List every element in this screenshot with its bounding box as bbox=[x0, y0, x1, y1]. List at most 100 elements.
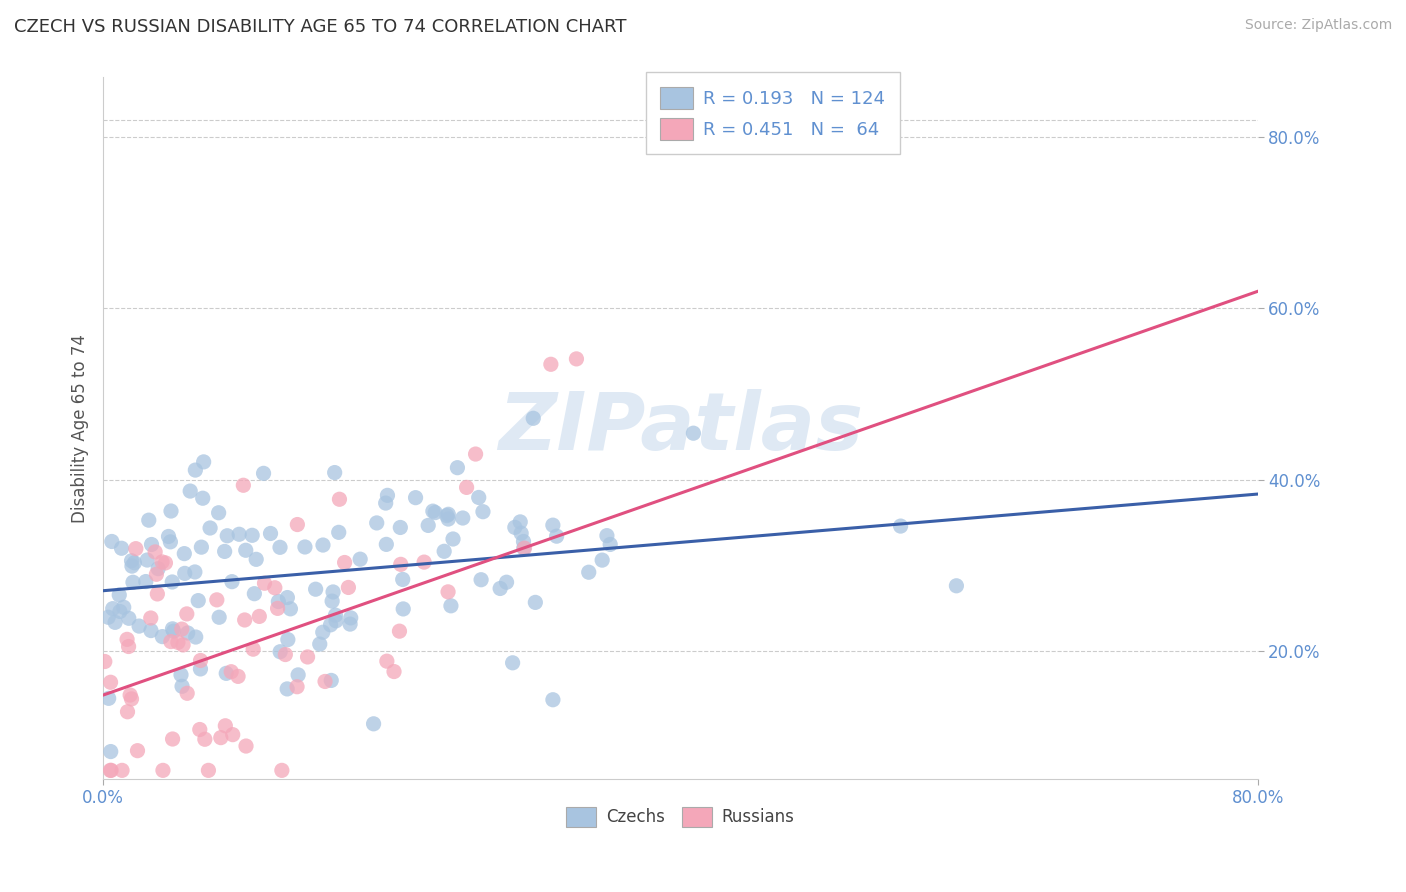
Point bbox=[270, 764, 292, 778]
Point bbox=[524, 595, 547, 609]
Point bbox=[100, 745, 122, 759]
Point bbox=[510, 526, 533, 541]
Point bbox=[308, 637, 330, 651]
Point bbox=[173, 547, 195, 561]
Point bbox=[190, 540, 212, 554]
Point bbox=[253, 576, 276, 591]
Point bbox=[167, 635, 190, 649]
Point bbox=[565, 351, 588, 366]
Point bbox=[235, 739, 257, 753]
Point bbox=[221, 574, 243, 589]
Point bbox=[325, 614, 347, 628]
Point bbox=[184, 463, 207, 477]
Point bbox=[366, 516, 388, 530]
Point bbox=[233, 613, 256, 627]
Point bbox=[139, 624, 162, 638]
Point bbox=[322, 585, 344, 599]
Point bbox=[503, 520, 526, 534]
Point bbox=[228, 527, 250, 541]
Point bbox=[451, 511, 474, 525]
Point bbox=[441, 532, 464, 546]
Point bbox=[214, 719, 236, 733]
Point bbox=[110, 541, 132, 556]
Point bbox=[179, 484, 201, 499]
Point bbox=[197, 764, 219, 778]
Point bbox=[94, 655, 117, 669]
Point bbox=[232, 478, 254, 492]
Point bbox=[252, 467, 274, 481]
Point bbox=[117, 705, 139, 719]
Point bbox=[170, 667, 193, 681]
Point bbox=[176, 686, 198, 700]
Point bbox=[440, 599, 463, 613]
Point bbox=[287, 668, 309, 682]
Point bbox=[173, 566, 195, 581]
Point bbox=[125, 541, 148, 556]
Text: CZECH VS RUSSIAN DISABILITY AGE 65 TO 74 CORRELATION CHART: CZECH VS RUSSIAN DISABILITY AGE 65 TO 74… bbox=[14, 18, 627, 36]
Point bbox=[100, 764, 122, 778]
Point bbox=[117, 640, 139, 654]
Point bbox=[349, 552, 371, 566]
Point bbox=[159, 534, 181, 549]
Point bbox=[193, 455, 215, 469]
Point bbox=[217, 529, 239, 543]
Legend: Czechs, Russians: Czechs, Russians bbox=[560, 800, 801, 834]
Point bbox=[162, 574, 184, 589]
Point bbox=[489, 582, 512, 596]
Point bbox=[312, 538, 335, 552]
Point bbox=[363, 716, 385, 731]
Point bbox=[170, 622, 193, 636]
Point bbox=[471, 505, 494, 519]
Point bbox=[121, 559, 143, 574]
Point bbox=[188, 723, 211, 737]
Point bbox=[319, 618, 342, 632]
Point bbox=[112, 600, 135, 615]
Point bbox=[152, 764, 174, 778]
Point bbox=[243, 587, 266, 601]
Point bbox=[162, 731, 184, 746]
Point bbox=[323, 466, 346, 480]
Point bbox=[392, 602, 415, 616]
Point bbox=[541, 518, 564, 533]
Point bbox=[121, 692, 143, 706]
Point bbox=[405, 491, 427, 505]
Point bbox=[190, 662, 212, 676]
Point bbox=[108, 605, 131, 619]
Point bbox=[540, 357, 562, 371]
Point bbox=[138, 513, 160, 527]
Point bbox=[160, 504, 183, 518]
Point bbox=[464, 447, 486, 461]
Point bbox=[425, 506, 447, 520]
Point bbox=[682, 426, 704, 441]
Point bbox=[120, 688, 142, 702]
Y-axis label: Disability Age 65 to 74: Disability Age 65 to 74 bbox=[72, 334, 89, 523]
Point bbox=[145, 567, 167, 582]
Point bbox=[104, 615, 127, 630]
Point bbox=[128, 619, 150, 633]
Point bbox=[208, 610, 231, 624]
Point bbox=[287, 517, 309, 532]
Point bbox=[150, 630, 173, 644]
Point bbox=[245, 552, 267, 566]
Point bbox=[546, 529, 568, 543]
Point bbox=[591, 553, 613, 567]
Point bbox=[172, 638, 194, 652]
Point bbox=[945, 579, 967, 593]
Point bbox=[190, 653, 212, 667]
Point bbox=[100, 675, 122, 690]
Point bbox=[437, 585, 460, 599]
Point bbox=[184, 630, 207, 644]
Point bbox=[446, 460, 468, 475]
Point bbox=[121, 554, 143, 568]
Point bbox=[467, 491, 489, 505]
Point bbox=[136, 553, 159, 567]
Point bbox=[267, 594, 290, 608]
Point bbox=[285, 680, 308, 694]
Point bbox=[176, 607, 198, 621]
Point bbox=[162, 624, 184, 639]
Point bbox=[333, 556, 356, 570]
Point bbox=[294, 540, 316, 554]
Point bbox=[328, 525, 350, 540]
Point bbox=[470, 573, 492, 587]
Point bbox=[160, 634, 183, 648]
